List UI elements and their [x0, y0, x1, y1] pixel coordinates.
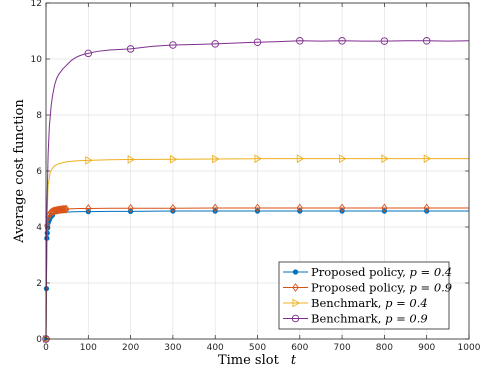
x-tick-label: 200 [122, 343, 139, 353]
series-3 [43, 154, 469, 344]
series-marker [169, 41, 177, 49]
series-marker [296, 203, 304, 213]
x-tick-label: 300 [164, 343, 181, 353]
series-marker [212, 154, 220, 164]
series-line [45, 158, 469, 340]
x-tick-label: 600 [291, 343, 308, 353]
legend-swatch-marker [292, 269, 299, 275]
x-axis-label: Time slot t [218, 353, 297, 368]
series-marker [338, 37, 346, 45]
y-tick-label: 10 [31, 55, 43, 65]
x-tick-label: 900 [418, 343, 435, 353]
series-marker [43, 334, 51, 344]
x-tick-label: 500 [249, 343, 266, 353]
series-marker [84, 49, 93, 58]
legend-label: Benchmark, p = 0.9 [311, 312, 428, 326]
x-tick-label: 1000 [458, 343, 481, 353]
y-tick-label: 4 [36, 223, 42, 233]
x-tick-label: 100 [80, 343, 97, 353]
series-marker [380, 37, 389, 45]
series-marker [422, 37, 431, 45]
series-marker [381, 154, 389, 164]
x-tick-label: 800 [376, 343, 393, 353]
series-marker [254, 203, 261, 213]
series-marker [338, 203, 346, 213]
series-marker [254, 154, 262, 164]
y-tick-label: 6 [36, 167, 42, 177]
series-marker [63, 204, 70, 214]
y-tick-label: 8 [36, 111, 42, 121]
axis-ticks: 0 100 200 300 400 500 600 700 800 900 1000 0 2 4 6 8 10 1… [31, 0, 481, 353]
series-marker [253, 38, 262, 46]
series-marker [423, 154, 432, 164]
series-marker [211, 203, 219, 213]
y-axis-label: Average cost function [12, 99, 27, 244]
series-2 [42, 203, 469, 344]
series-4 [42, 37, 470, 343]
series-marker [296, 154, 305, 164]
series-marker [296, 37, 304, 45]
y-tick-label: 12 [31, 0, 42, 9]
series-marker [126, 45, 135, 53]
x-tick-label: 700 [334, 343, 351, 353]
y-tick-label: 0 [36, 335, 42, 345]
series-marker [60, 204, 68, 214]
series-layer [42, 37, 470, 344]
series-marker [339, 154, 347, 164]
legend-swatch-marker [292, 283, 299, 292]
legend-item: Proposed policy, p = 0.4 [283, 265, 452, 279]
series-marker [423, 203, 430, 213]
series-marker [169, 154, 178, 164]
series-marker [381, 203, 388, 213]
x-tick-label: 400 [207, 343, 224, 353]
legend-swatch-marker [291, 314, 300, 323]
x-tick-label: 0 [43, 343, 49, 353]
series-marker [211, 40, 219, 48]
series-marker [85, 155, 93, 165]
series-marker [85, 204, 92, 213]
y-tick-label: 2 [36, 279, 42, 289]
series-line [45, 40, 470, 340]
series-marker [49, 207, 56, 216]
legend-label: Proposed policy, p = 0.4 [311, 265, 452, 279]
legend-swatch-marker [292, 298, 300, 308]
series-marker [127, 155, 136, 164]
legend-item: Proposed policy, p = 0.9 [283, 281, 452, 295]
legend-item: Benchmark, p = 0.9 [283, 312, 428, 326]
legend-item: Benchmark, p = 0.4 [283, 296, 428, 310]
legend-box [278, 261, 450, 330]
series-marker [61, 204, 69, 214]
legend: Proposed policy, p = 0.4 Proposed policy,… [278, 261, 452, 330]
legend-label: Benchmark, p = 0.4 [311, 296, 428, 310]
legend-label: Proposed policy, p = 0.9 [311, 281, 452, 295]
series-marker [169, 203, 177, 213]
series-marker [127, 203, 134, 213]
